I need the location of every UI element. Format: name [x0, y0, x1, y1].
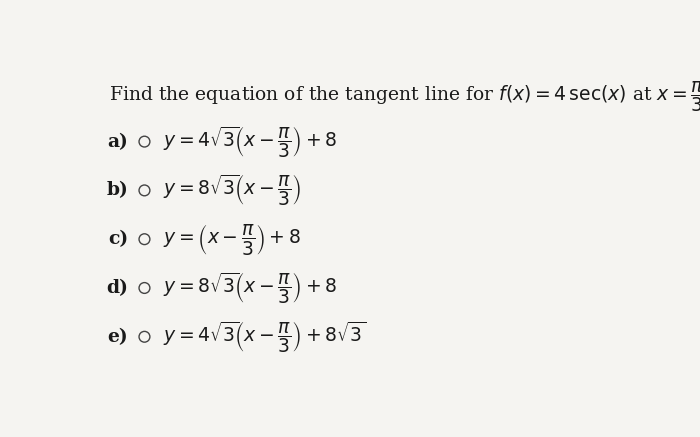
Text: $y = 8\sqrt{3}\!\left(x - \dfrac{\pi}{3}\right)$: $y = 8\sqrt{3}\!\left(x - \dfrac{\pi}{3}… — [163, 173, 302, 208]
Text: d): d) — [106, 279, 128, 297]
Text: b): b) — [106, 181, 128, 199]
Text: $y = 8\sqrt{3}\!\left(x - \dfrac{\pi}{3}\right) + 8$: $y = 8\sqrt{3}\!\left(x - \dfrac{\pi}{3}… — [163, 270, 337, 306]
Text: c): c) — [108, 230, 128, 248]
Text: $y = 4\sqrt{3}\!\left(x - \dfrac{\pi}{3}\right) + 8\sqrt{3}$: $y = 4\sqrt{3}\!\left(x - \dfrac{\pi}{3}… — [163, 319, 367, 355]
Text: e): e) — [108, 328, 128, 346]
Text: a): a) — [107, 132, 128, 151]
Text: $y = 4\sqrt{3}\!\left(x - \dfrac{\pi}{3}\right) + 8$: $y = 4\sqrt{3}\!\left(x - \dfrac{\pi}{3}… — [163, 124, 337, 160]
Text: $y = \left(x - \dfrac{\pi}{3}\right) + 8$: $y = \left(x - \dfrac{\pi}{3}\right) + 8… — [163, 222, 301, 257]
Text: Find the equation of the tangent line for $f(x) = 4\,\mathrm{sec}(x)$ at $x = \d: Find the equation of the tangent line fo… — [109, 80, 700, 114]
